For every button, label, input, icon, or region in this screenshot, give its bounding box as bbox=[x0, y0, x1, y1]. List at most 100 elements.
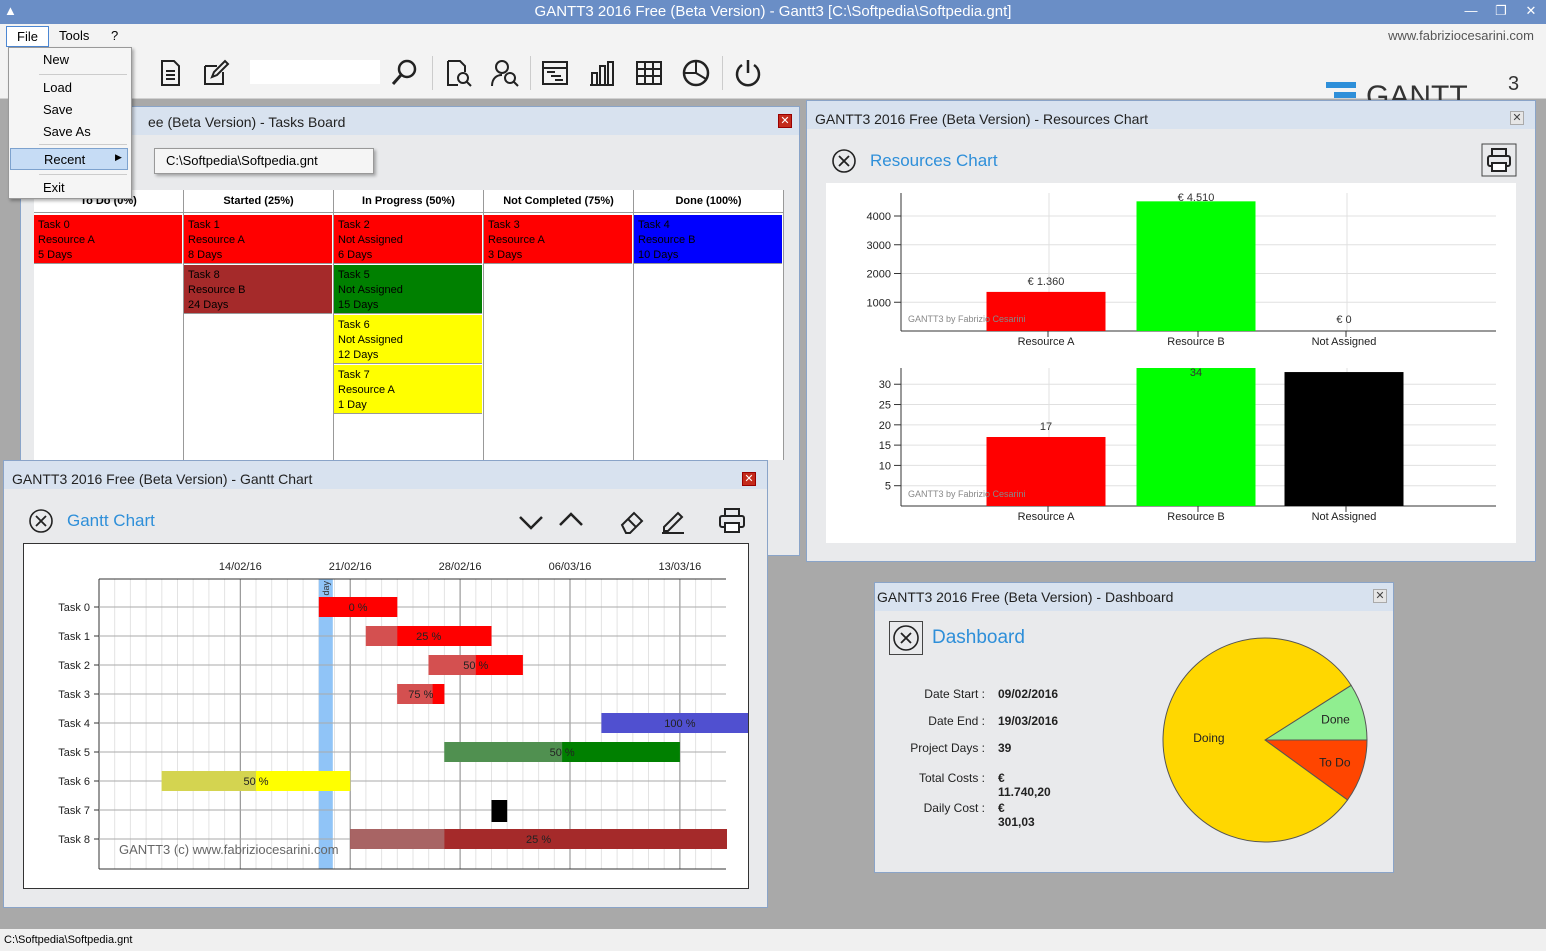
close-circle-icon[interactable] bbox=[832, 149, 856, 173]
task-card[interactable]: Task 0 Resource A 5 Days bbox=[34, 215, 182, 264]
task-card-name: Task 8 bbox=[188, 269, 220, 281]
status-path: C:\Softpedia\Softpedia.gnt bbox=[4, 934, 133, 946]
search-icon[interactable] bbox=[390, 58, 420, 88]
tasks-board-titlebar: ee (Beta Version) - Tasks Board bbox=[21, 107, 799, 135]
bar-chart-icon[interactable] bbox=[587, 58, 617, 88]
task-card-duration: 3 Days bbox=[488, 249, 523, 261]
svg-text:3: 3 bbox=[1508, 76, 1519, 95]
gantt-bar-progress bbox=[365, 626, 398, 646]
dashboard-close-button[interactable]: ✕ bbox=[1373, 589, 1387, 603]
dashboard-stat-label: Project Days : bbox=[910, 741, 985, 755]
gantt-bar[interactable] bbox=[318, 597, 398, 617]
recent-submenu: C:\Softpedia\Softpedia.gnt bbox=[154, 148, 374, 174]
pencil-icon[interactable] bbox=[659, 507, 687, 535]
minimize-button[interactable]: — bbox=[1464, 3, 1478, 18]
task-card-duration: 24 Days bbox=[188, 299, 229, 311]
print-icon[interactable] bbox=[1481, 143, 1517, 177]
task-card[interactable]: Task 5 Not Assigned 15 Days bbox=[334, 265, 482, 314]
pie-slice-label: Doing bbox=[1193, 731, 1224, 745]
task-card[interactable]: Task 4 Resource B 10 Days bbox=[634, 215, 782, 264]
resources-chart-area: 1000 2000 3000 4000 Resource A € 1.360 Resourc… bbox=[826, 183, 1516, 543]
task-name-label: Task 0 bbox=[58, 602, 90, 614]
board-column-header: Started (25%) bbox=[184, 190, 334, 213]
gantt-bar-label: 0 % bbox=[349, 602, 368, 614]
resources-close-button[interactable]: ✕ bbox=[1510, 111, 1524, 125]
y-tick-label: 3000 bbox=[867, 240, 891, 252]
gantt-view-icon[interactable] bbox=[540, 58, 570, 88]
power-icon[interactable] bbox=[733, 58, 763, 88]
menu-new[interactable]: New bbox=[43, 52, 70, 67]
menu-file[interactable]: File bbox=[6, 26, 49, 47]
status-bar: C:\Softpedia\Softpedia.gnt bbox=[0, 929, 1546, 951]
x-tick-label: Not Assigned bbox=[1312, 511, 1377, 523]
y-tick-label: 15 bbox=[879, 440, 891, 452]
eraser-icon[interactable] bbox=[619, 507, 647, 535]
task-card-duration: 15 Days bbox=[338, 299, 379, 311]
menu-help[interactable]: ? bbox=[111, 28, 119, 43]
task-card-resource: Resource B bbox=[638, 234, 696, 246]
x-tick-label: 06/03/16 bbox=[549, 561, 592, 573]
pie-chart-icon[interactable] bbox=[681, 58, 711, 88]
dashboard-stat-value: 39 bbox=[998, 741, 1012, 755]
x-tick-label: 21/02/16 bbox=[329, 561, 372, 573]
task-card-name: Task 6 bbox=[338, 319, 370, 331]
resources-window-title: GANTT3 2016 Free (Beta Version) - Resour… bbox=[815, 111, 1149, 127]
gantt-bar[interactable] bbox=[491, 800, 508, 822]
menu-load[interactable]: Load bbox=[43, 80, 72, 95]
task-card-resource: Resource A bbox=[338, 384, 395, 396]
dashboard-window-title: GANTT3 2016 Free (Beta Version) - Dashbo… bbox=[877, 589, 1174, 605]
task-card[interactable]: Task 8 Resource B 24 Days bbox=[184, 265, 332, 314]
close-circle-icon[interactable] bbox=[29, 509, 53, 533]
task-card-name: Task 5 bbox=[338, 269, 370, 281]
edit-icon[interactable] bbox=[200, 58, 230, 88]
task-card[interactable]: Task 3 Resource A 3 Days bbox=[484, 215, 632, 264]
menu-save[interactable]: Save bbox=[43, 102, 73, 117]
y-tick-label: 1000 bbox=[867, 297, 891, 309]
task-card[interactable]: Task 2 Not Assigned 6 Days bbox=[334, 215, 482, 264]
close-window-button[interactable]: ✕ bbox=[1525, 3, 1537, 18]
toolbar: GANTT 3 bbox=[0, 48, 1546, 113]
close-circle-icon[interactable] bbox=[889, 621, 923, 655]
gantt-bar-progress bbox=[444, 742, 563, 762]
document-search-icon[interactable] bbox=[443, 58, 473, 88]
menu-tools[interactable]: Tools bbox=[59, 28, 90, 43]
chevron-up-icon[interactable] bbox=[557, 509, 585, 531]
task-card-name: Task 4 bbox=[638, 219, 670, 231]
task-card-resource: Resource A bbox=[38, 234, 95, 246]
website-link[interactable]: www.fabriziocesarini.com bbox=[1388, 28, 1534, 43]
data-label: € 1.360 bbox=[1028, 276, 1065, 288]
tasks-board-title: ee (Beta Version) - Tasks Board bbox=[148, 114, 346, 130]
grid-icon[interactable] bbox=[634, 58, 664, 88]
task-card-duration: 8 Days bbox=[188, 249, 223, 261]
gantt-bar-progress bbox=[350, 829, 445, 849]
task-name-label: Task 8 bbox=[58, 834, 90, 846]
chevron-down-icon[interactable] bbox=[517, 511, 545, 533]
tasks-board-close-button[interactable]: ✕ bbox=[778, 114, 792, 128]
menu-recent[interactable]: Recent ▶ bbox=[10, 148, 128, 170]
data-label: € 4.510 bbox=[1178, 192, 1215, 204]
menu-exit[interactable]: Exit bbox=[43, 180, 65, 195]
recent-file-item[interactable]: C:\Softpedia\Softpedia.gnt bbox=[166, 153, 318, 168]
gantt-bar-label: 25 % bbox=[526, 834, 551, 846]
gantt-close-button[interactable]: ✕ bbox=[742, 472, 756, 486]
x-tick-label: 13/03/16 bbox=[658, 561, 701, 573]
task-card-resource: Not Assigned bbox=[338, 334, 403, 346]
dashboard-window: GANTT3 2016 Free (Beta Version) - Dashbo… bbox=[874, 582, 1394, 873]
gantt-bar[interactable] bbox=[601, 713, 759, 733]
pie-slice bbox=[1162, 637, 1352, 843]
user-search-icon[interactable] bbox=[490, 58, 520, 88]
task-card[interactable]: Task 7 Resource A 1 Day bbox=[334, 365, 482, 414]
task-card[interactable]: Task 1 Resource A 8 Days bbox=[184, 215, 332, 264]
restore-button[interactable]: ❐ bbox=[1495, 3, 1507, 18]
window-title: GANTT3 2016 Free (Beta Version) - Gantt3… bbox=[534, 3, 1012, 20]
print-icon[interactable] bbox=[717, 507, 747, 535]
search-input[interactable] bbox=[250, 60, 380, 84]
menu-save-as[interactable]: Save As bbox=[43, 124, 91, 139]
file-menu-dropdown: New Load Save Save As Recent ▶ Exit bbox=[8, 47, 132, 199]
task-card[interactable]: Task 6 Not Assigned 12 Days bbox=[334, 315, 482, 364]
task-card-duration: 12 Days bbox=[338, 349, 379, 361]
gantt-bar-label: 50 % bbox=[550, 747, 575, 759]
dashboard-stat-label: Date Start : bbox=[924, 687, 985, 701]
gantt-window-title: GANTT3 2016 Free (Beta Version) - Gantt … bbox=[12, 471, 313, 487]
document-icon[interactable] bbox=[155, 58, 185, 88]
